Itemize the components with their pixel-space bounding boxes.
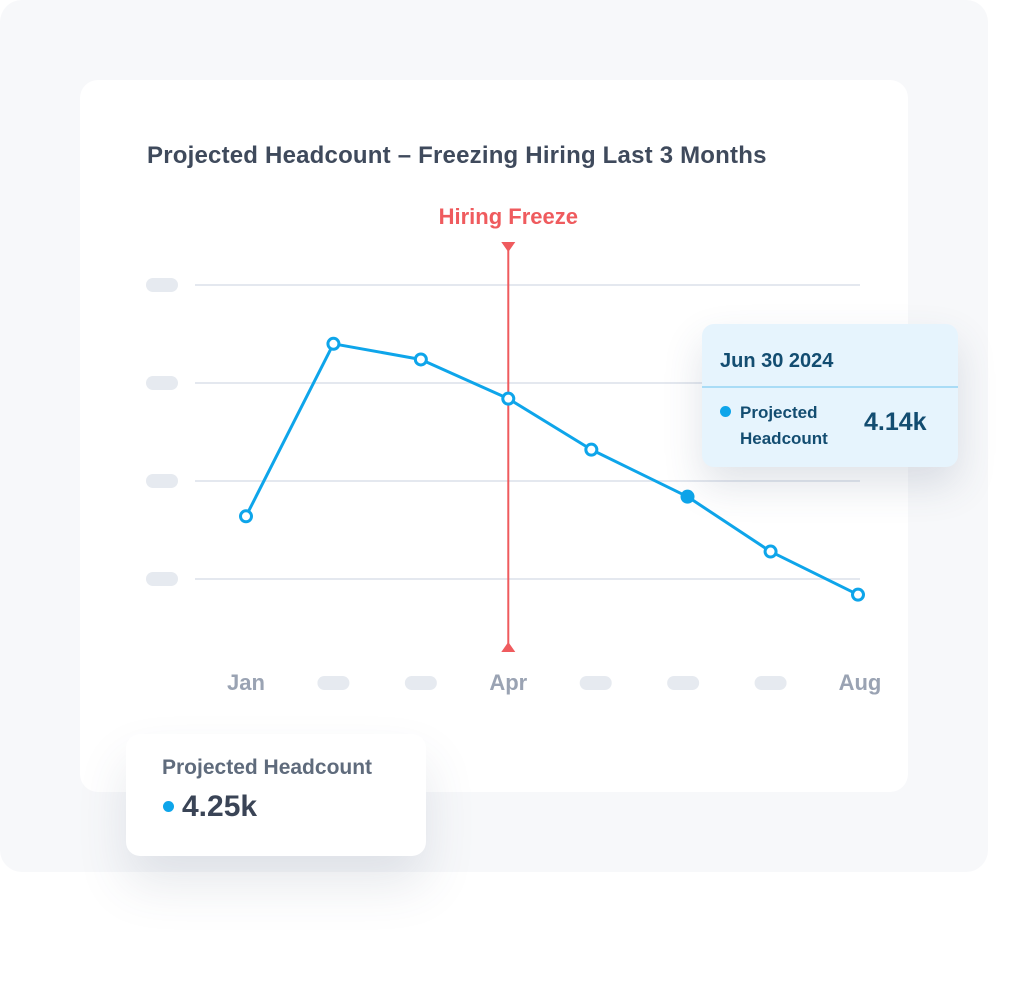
y-tick-placeholder: [146, 376, 178, 390]
y-tick-placeholder: [146, 474, 178, 488]
series-line: [244, 342, 859, 597]
freeze-label: Hiring Freeze: [439, 204, 578, 229]
y-tick-placeholder: [146, 278, 178, 292]
series-marker-icon: [163, 801, 174, 812]
data-tooltip: Jun 30 2024 Projected Headcount 4.14k: [702, 324, 958, 467]
data-point: [326, 336, 341, 351]
tooltip-value: 4.14k: [864, 408, 927, 436]
tooltip-date: Jun 30 2024: [720, 350, 834, 372]
summary-card: Projected Headcount 4.25k: [126, 734, 426, 856]
y-tick-placeholder: [146, 572, 178, 586]
x-tick-label: Apr: [489, 670, 527, 695]
x-tick-placeholder: [404, 676, 437, 690]
chart-title: Projected Headcount – Freezing Hiring La…: [147, 142, 767, 169]
tooltip-divider: [702, 386, 958, 388]
freeze-marker-bottom-icon: [501, 642, 516, 652]
summary-label: Projected Headcount: [162, 756, 373, 779]
summary-value: 4.25k: [182, 790, 258, 823]
x-tick-label: Aug: [839, 670, 882, 695]
x-tick-placeholder: [667, 676, 700, 690]
data-point: [763, 544, 778, 559]
x-tick-placeholder: [317, 676, 350, 690]
series-marker-icon: [720, 406, 731, 417]
data-point-highlighted: [680, 489, 695, 504]
data-point: [501, 391, 516, 406]
data-point: [239, 509, 253, 524]
tooltip-series-label: Projected Headcount: [740, 403, 828, 448]
data-point: [851, 587, 865, 602]
x-tick-label: Jan: [227, 670, 265, 695]
x-tick-placeholder: [754, 676, 787, 690]
freeze-marker-top-icon: [501, 242, 516, 252]
x-tick-placeholder: [579, 676, 612, 690]
data-point: [584, 442, 599, 457]
data-point: [413, 352, 428, 367]
